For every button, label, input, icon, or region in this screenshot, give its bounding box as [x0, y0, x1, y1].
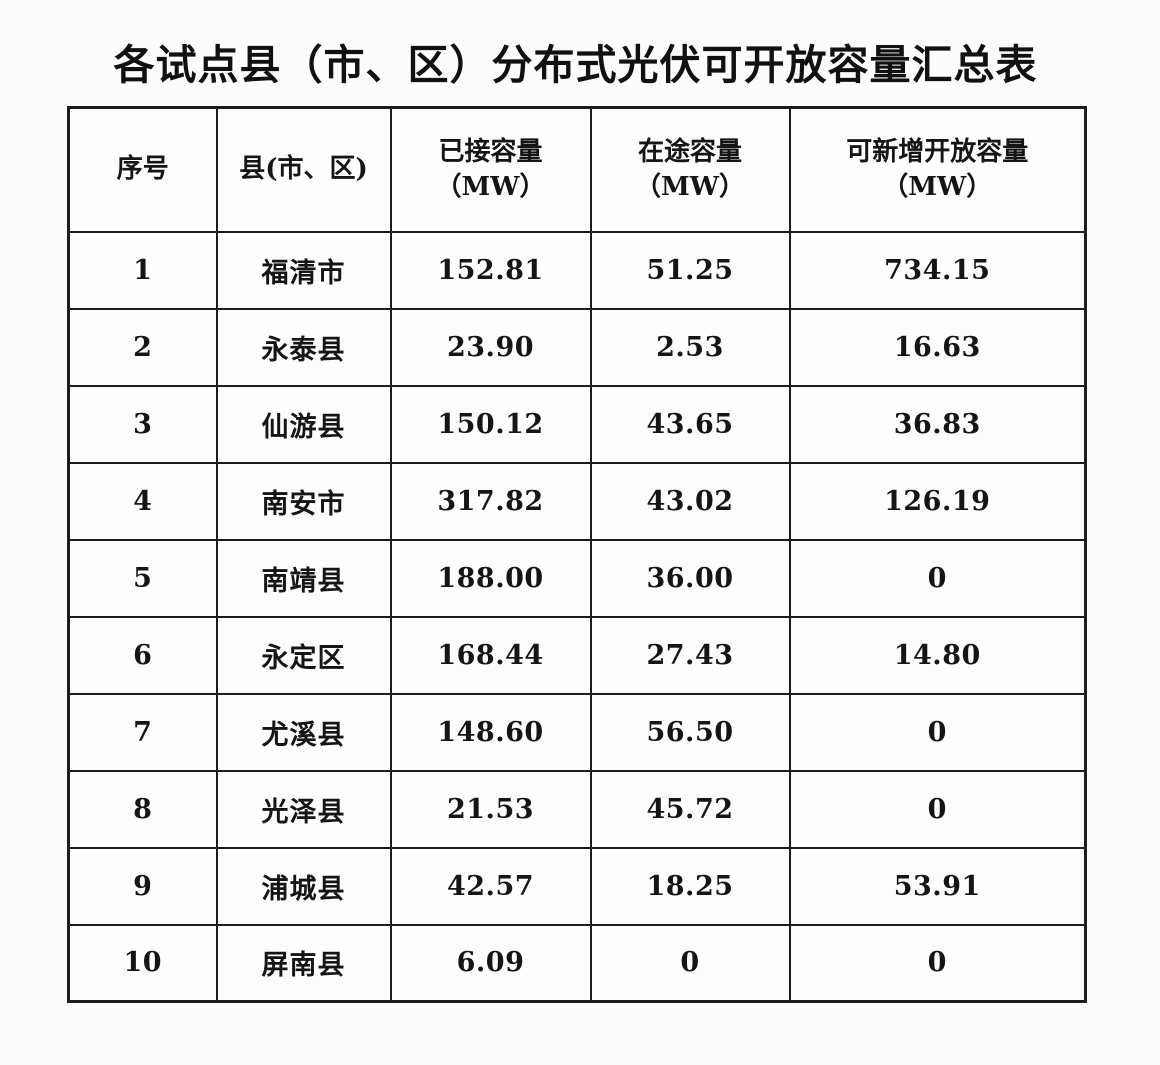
cell-connected-capacity: 42.57 [389, 846, 592, 926]
table-header: 序号 县(市、区) 已接容量 （MW） 在途容量 （MW） 可新增开放容量 （M… [67, 106, 1087, 233]
cell-connected-capacity: 188.00 [389, 538, 592, 618]
table-row: 7 尤溪县 148.60 56.50 0 [67, 692, 1087, 772]
cell-county: 光泽县 [215, 769, 392, 849]
cell-in-transit-capacity: 43.02 [589, 461, 791, 541]
cell-index: 6 [67, 615, 218, 695]
header-label: 县(市、区) [239, 154, 368, 185]
cell-connected-capacity: 6.09 [389, 923, 592, 1003]
capacity-summary-table: 序号 县(市、区) 已接容量 （MW） 在途容量 （MW） 可新增开放容量 （M… [67, 106, 1087, 1004]
header-unit: （MW） [882, 171, 993, 202]
cell-new-open-capacity: 36.83 [788, 384, 1087, 464]
cell-new-open-capacity: 126.19 [788, 461, 1087, 541]
cell-index: 1 [67, 230, 218, 310]
cell-in-transit-capacity: 27.43 [589, 615, 791, 695]
cell-in-transit-capacity: 51.25 [589, 230, 791, 310]
cell-connected-capacity: 152.81 [389, 230, 592, 310]
cell-county: 尤溪县 [215, 692, 392, 772]
cell-index: 7 [67, 692, 218, 772]
cell-connected-capacity: 21.53 [389, 769, 592, 849]
cell-county: 福清市 [215, 230, 392, 310]
cell-county: 仙游县 [215, 384, 392, 464]
table-row: 10 屏南县 6.09 0 0 [67, 923, 1087, 1003]
cell-new-open-capacity: 734.15 [788, 230, 1087, 310]
table-row: 3 仙游县 150.12 43.65 36.83 [67, 384, 1087, 464]
cell-index: 10 [67, 923, 218, 1003]
header-row: 序号 县(市、区) 已接容量 （MW） 在途容量 （MW） 可新增开放容量 （M… [67, 106, 1087, 233]
header-cell-county: 县(市、区) [215, 106, 392, 233]
header-cell-connected-capacity: 已接容量 （MW） [389, 106, 592, 233]
cell-connected-capacity: 317.82 [389, 461, 592, 541]
cell-in-transit-capacity: 43.65 [589, 384, 791, 464]
cell-new-open-capacity: 0 [788, 538, 1087, 618]
cell-in-transit-capacity: 45.72 [589, 769, 791, 849]
cell-in-transit-capacity: 2.53 [589, 307, 791, 387]
cell-new-open-capacity: 16.63 [788, 307, 1087, 387]
header-label: 序号 [116, 154, 169, 185]
cell-county: 永定区 [215, 615, 392, 695]
cell-index: 5 [67, 538, 218, 618]
table-row: 9 浦城县 42.57 18.25 53.91 [67, 846, 1087, 926]
cell-connected-capacity: 150.12 [389, 384, 592, 464]
cell-new-open-capacity: 0 [788, 692, 1087, 772]
table-row: 4 南安市 317.82 43.02 126.19 [67, 461, 1087, 541]
cell-index: 4 [67, 461, 218, 541]
cell-in-transit-capacity: 56.50 [589, 692, 791, 772]
cell-in-transit-capacity: 18.25 [589, 846, 791, 926]
cell-new-open-capacity: 14.80 [788, 615, 1087, 695]
header-label: 已接容量 [438, 136, 543, 167]
cell-index: 3 [67, 384, 218, 464]
cell-connected-capacity: 168.44 [389, 615, 592, 695]
cell-county: 浦城县 [215, 846, 392, 926]
cell-new-open-capacity: 0 [788, 923, 1087, 1003]
cell-new-open-capacity: 0 [788, 769, 1087, 849]
table-title: 各试点县（市、区）分布式光伏可开放容量汇总表 [113, 41, 1038, 89]
table-body: 1 福清市 152.81 51.25 734.15 2 永泰县 23.90 2.… [67, 230, 1087, 1003]
table-row: 5 南靖县 188.00 36.00 0 [67, 538, 1087, 618]
cell-connected-capacity: 148.60 [389, 692, 592, 772]
cell-county: 南靖县 [215, 538, 392, 618]
header-unit: （MW） [435, 171, 546, 202]
cell-index: 9 [67, 846, 218, 926]
header-cell-in-transit-capacity: 在途容量 （MW） [589, 106, 791, 233]
cell-new-open-capacity: 53.91 [788, 846, 1087, 926]
cell-connected-capacity: 23.90 [389, 307, 592, 387]
header-cell-new-open-capacity: 可新增开放容量 （MW） [788, 106, 1087, 233]
cell-in-transit-capacity: 0 [589, 923, 791, 1003]
table-row: 8 光泽县 21.53 45.72 0 [67, 769, 1087, 849]
cell-county: 永泰县 [215, 307, 392, 387]
table-row: 2 永泰县 23.90 2.53 16.63 [67, 307, 1087, 387]
cell-index: 2 [67, 307, 218, 387]
header-cell-index: 序号 [67, 106, 218, 233]
cell-index: 8 [67, 769, 218, 849]
header-label: 可新增开放容量 [846, 136, 1029, 167]
header-label: 在途容量 [637, 136, 742, 167]
cell-county: 屏南县 [215, 923, 392, 1003]
header-unit: （MW） [635, 171, 745, 202]
cell-in-transit-capacity: 36.00 [589, 538, 791, 618]
table-row: 1 福清市 152.81 51.25 734.15 [67, 230, 1087, 310]
cell-county: 南安市 [215, 461, 392, 541]
table-row: 6 永定区 168.44 27.43 14.80 [67, 615, 1087, 695]
